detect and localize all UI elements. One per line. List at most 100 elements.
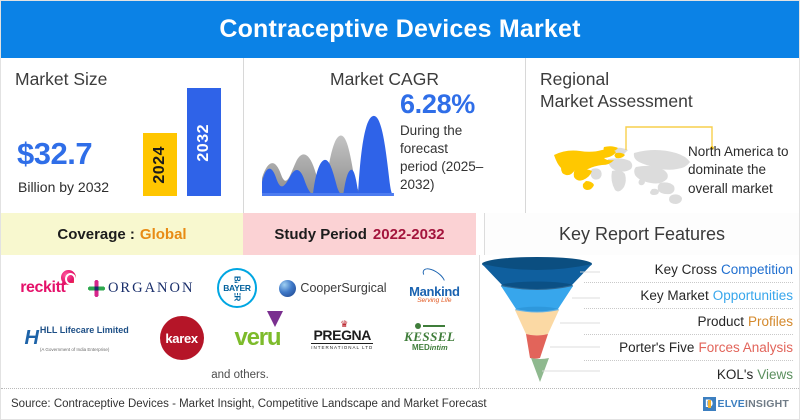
- logo-coopersurgical-text: CooperSurgical: [300, 281, 387, 295]
- north-america-highlight: [554, 145, 625, 190]
- mankind-tagline: Serving Life: [417, 297, 452, 305]
- feature-list: Key Cross Competition Key Market Opportu…: [584, 257, 793, 387]
- feature-row-profiles: Product Profiles: [584, 309, 793, 335]
- market-size-body: $32.7 Billion by 2032 2024 2032: [15, 88, 229, 208]
- cagr-baseline: [262, 193, 394, 197]
- company-logos-panel: reckitt ORGANON BA: [1, 255, 479, 389]
- bar-2024-label: 2024: [151, 146, 168, 184]
- pregna-crown-icon: ♛: [340, 318, 349, 329]
- market-cagr-heading: Market CAGR: [330, 69, 439, 89]
- study-period-label: Study Period: [274, 225, 367, 243]
- logo-veru: veru: [234, 311, 284, 352]
- feature-0-plain: Key Cross: [654, 262, 717, 277]
- regional-heading-line1: Regional: [540, 69, 610, 89]
- logo-kessel: KESSEL MEDintim: [404, 323, 455, 352]
- reckitt-mark-icon: [61, 270, 77, 285]
- feature-4-highlight: Views: [757, 366, 793, 382]
- regional-callout-line2: dominate the: [688, 162, 767, 178]
- logo-pregna-subtext: INTERNATIONAL LTD: [311, 342, 374, 350]
- logo-organon-text: ORGANON: [107, 279, 195, 296]
- delveinsight-text: ELVEINSIGHT: [718, 398, 789, 410]
- market-size-heading: Market Size: [15, 69, 108, 89]
- cagr-wave-blue: [262, 116, 394, 197]
- market-size-bar-chart: 2024 2032: [143, 86, 221, 197]
- logo-veru-text: veru: [234, 324, 282, 351]
- brand-part-1: ELVE: [717, 398, 745, 410]
- key-report-features-panel: Key Cross Competition Key Market Opportu…: [479, 255, 799, 389]
- strip-spacer: [476, 213, 484, 255]
- coverage-label: Coverage :: [57, 225, 135, 243]
- key-report-features-title: Key Report Features: [484, 213, 799, 255]
- logo-mankind-text: Mankind: [409, 284, 460, 300]
- logo-karex: karex: [159, 316, 204, 360]
- feature-2-highlight: Profiles: [747, 314, 793, 329]
- regional-callout-line1: North America to: [688, 143, 789, 159]
- cagr-wave-gray: [262, 135, 364, 197]
- logo-bayer: BAYER BAYER: [216, 268, 257, 308]
- cagr-description: During the forecast period (2025–2032): [400, 122, 511, 195]
- cagr-text-block: 6.28% During the forecast period (2025–2…: [400, 89, 511, 195]
- feature-row-opportunities: Key Market Opportunities: [584, 283, 793, 309]
- hll-mark-icon: H: [24, 326, 39, 349]
- bar-2032: 2032: [187, 88, 221, 197]
- logo-reckitt-text: reckitt: [20, 279, 66, 296]
- feature-0-highlight: Competition: [720, 262, 793, 277]
- info-strip-row: Coverage : Global Study Period 2022-2032…: [1, 213, 799, 255]
- coverage-value: Global: [139, 225, 187, 243]
- delveinsight-mark-icon: D: [702, 397, 716, 411]
- logo-reckitt: reckitt: [20, 270, 77, 297]
- coverage-strip: Coverage : Global: [1, 213, 243, 255]
- top-metrics-row: Market Size $32.7 Billion by 2032 2024 2…: [1, 58, 799, 213]
- market-size-subtitle: Billion by 2032: [18, 179, 110, 196]
- market-size-panel: Market Size $32.7 Billion by 2032 2024 2…: [1, 58, 243, 213]
- market-size-value: $32.7: [17, 136, 93, 172]
- logo-hll-subtext: (A Government of India Enterprise): [39, 347, 110, 352]
- page-title: Contraceptive Devices Market: [219, 15, 581, 43]
- market-cagr-body: 6.28% During the forecast period (2025–2…: [258, 89, 511, 208]
- organon-cross-icon: [87, 279, 105, 297]
- world-map-icon: [554, 145, 690, 204]
- feature-4-plain: KOL's: [716, 366, 754, 382]
- study-period-strip: Study Period 2022-2032: [243, 213, 476, 255]
- regional-callout-text: North America to dominate the overall ma…: [688, 143, 800, 199]
- bar-2024: 2024: [143, 133, 177, 197]
- brand-part-2: INSIGHT: [745, 398, 789, 410]
- market-cagr-panel: Market CAGR 6.28% Duri: [243, 58, 525, 213]
- logo-kessel-sub1: MED: [411, 343, 430, 353]
- delveinsight-logo: D ELVEINSIGHT: [702, 397, 789, 411]
- feature-1-highlight: Opportunities: [712, 288, 793, 303]
- logo-kessel-sub2: intim: [429, 343, 448, 353]
- kessel-dash-icon: [404, 323, 455, 330]
- cagr-value: 6.28%: [399, 88, 475, 119]
- regional-heading-line2: Market Assessment: [540, 91, 693, 112]
- footer: Source: Contraceptive Devices - Market I…: [1, 388, 799, 419]
- regional-assessment-panel: Regional Market Assessment: [525, 58, 799, 213]
- bar-2032-label: 2032: [195, 123, 212, 162]
- regional-heading: Regional Market Assessment: [540, 68, 785, 113]
- logo-pregna-text: PREGNA: [313, 326, 371, 343]
- logo-organon: ORGANON: [87, 279, 195, 297]
- logo-pregna: ♛ PREGNA INTERNATIONAL LTD: [311, 319, 374, 350]
- cooper-globe-icon: [279, 279, 297, 297]
- world-map-base: [590, 147, 690, 204]
- logo-kessel-text: KESSEL: [404, 329, 456, 345]
- regional-body: North America to dominate the overall ma…: [540, 113, 789, 225]
- source-text: Source: Contraceptive Devices - Market I…: [11, 398, 487, 410]
- bayer-horizontal-text: BAYER: [222, 283, 252, 293]
- feature-3-plain: Porter's Five: [619, 340, 695, 355]
- feature-2-plain: Product: [697, 314, 744, 329]
- feature-1-plain: Key Market: [640, 288, 709, 303]
- logo-karex-text: karex: [159, 316, 204, 360]
- bottom-row: reckitt ORGANON BA: [1, 255, 799, 389]
- logo-coopersurgical: CooperSurgical: [279, 279, 387, 297]
- logo-mankind: Mankind Serving Life: [409, 264, 460, 305]
- regional-callout-line3: overall market: [688, 181, 773, 197]
- feature-3-highlight: Forces Analysis: [698, 340, 793, 355]
- cagr-desc-line1: During the forecast: [399, 122, 463, 156]
- header-banner: Contraceptive Devices Market: [1, 1, 799, 58]
- logo-hll: H HLL Lifecare Limited (A Government of …: [24, 320, 128, 356]
- feature-row-kol: KOL's Views: [584, 361, 793, 387]
- map-callout-connector: [625, 126, 714, 150]
- company-logo-row-1: reckitt ORGANON BA: [9, 263, 471, 313]
